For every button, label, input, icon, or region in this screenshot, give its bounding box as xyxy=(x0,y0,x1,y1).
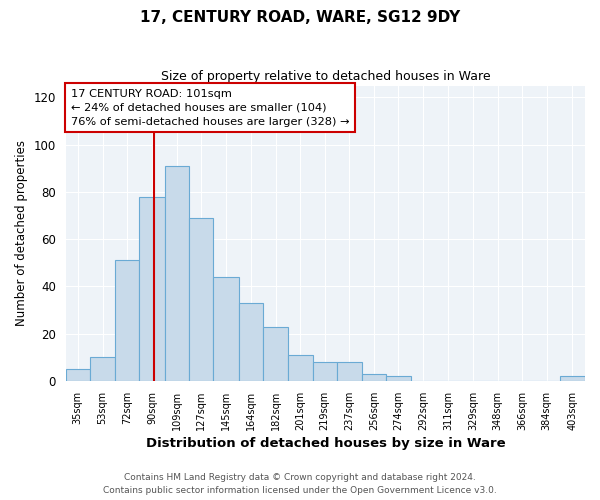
Bar xyxy=(386,376,410,381)
Bar xyxy=(139,196,165,381)
Bar xyxy=(313,362,337,381)
Bar xyxy=(189,218,213,381)
Bar xyxy=(115,260,139,381)
Bar xyxy=(213,277,239,381)
Bar xyxy=(560,376,585,381)
Bar xyxy=(165,166,189,381)
Bar xyxy=(239,303,263,381)
X-axis label: Distribution of detached houses by size in Ware: Distribution of detached houses by size … xyxy=(146,437,505,450)
Text: 17 CENTURY ROAD: 101sqm
← 24% of detached houses are smaller (104)
76% of semi-d: 17 CENTURY ROAD: 101sqm ← 24% of detache… xyxy=(71,88,349,126)
Title: Size of property relative to detached houses in Ware: Size of property relative to detached ho… xyxy=(161,70,490,83)
Bar xyxy=(90,358,115,381)
Y-axis label: Number of detached properties: Number of detached properties xyxy=(15,140,28,326)
Bar xyxy=(65,369,90,381)
Bar xyxy=(263,326,289,381)
Bar xyxy=(289,355,313,381)
Bar xyxy=(337,362,362,381)
Text: Contains HM Land Registry data © Crown copyright and database right 2024.
Contai: Contains HM Land Registry data © Crown c… xyxy=(103,474,497,495)
Bar xyxy=(362,374,386,381)
Text: 17, CENTURY ROAD, WARE, SG12 9DY: 17, CENTURY ROAD, WARE, SG12 9DY xyxy=(140,10,460,25)
